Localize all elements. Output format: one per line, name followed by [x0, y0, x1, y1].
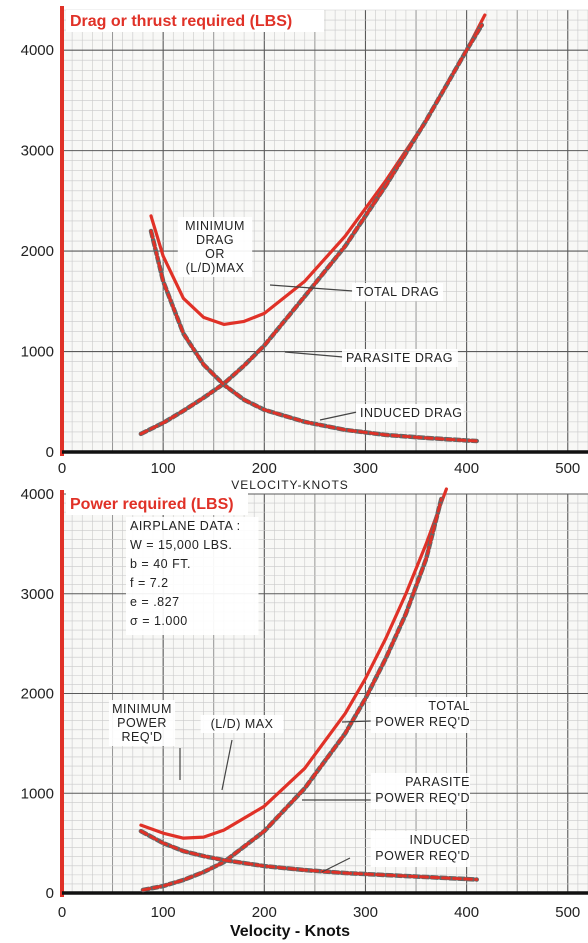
annotation-text: (L/D) MAX [211, 717, 274, 731]
annotation-text: POWER REQ'D [375, 715, 470, 729]
annotation-text: MINIMUM [185, 219, 245, 233]
x-tick-label: 0 [58, 460, 66, 477]
series-line-total-power-req-d [139, 487, 448, 840]
series-line-induced-power-req-d [139, 829, 479, 881]
x-tick-label: 0 [58, 904, 66, 921]
y-tick-label: 3000 [21, 143, 54, 160]
annotation-text: POWER [117, 716, 167, 730]
title-background [66, 493, 248, 515]
annotation-background [370, 773, 470, 809]
annotation-background [342, 349, 458, 367]
annotation-text: PARASITE [405, 775, 470, 789]
annotation-background [356, 404, 464, 422]
annotation-leader [221, 739, 233, 791]
annotation-background [352, 283, 443, 301]
title-background [66, 10, 324, 32]
y-tick-label: 0 [46, 444, 54, 461]
x-tick-label: 500 [555, 904, 580, 921]
x-tick-label: 400 [454, 904, 479, 921]
annotation-text: OR [205, 247, 225, 261]
annotation-text: POWER REQ'D [375, 791, 470, 805]
annotation-background [126, 517, 259, 635]
annotation-text: POWER REQ'D [375, 849, 470, 863]
y-tick-label: 2000 [21, 686, 54, 703]
y-tick-label: 4000 [21, 42, 54, 59]
annotation-text: DRAG [196, 233, 234, 247]
annotation-background [200, 715, 284, 733]
annotation-leader [284, 351, 344, 358]
chart-title: Drag or thrust required (LBS) [70, 13, 292, 30]
x-tick-label: 200 [252, 460, 277, 477]
y-tick-label: 3000 [21, 586, 54, 603]
annotation-text: AIRPLANE DATA : [130, 519, 241, 533]
x-tick-label: 300 [353, 460, 378, 477]
annotation-leader [269, 284, 354, 292]
annotation-background [108, 700, 176, 746]
x-tick-label: 500 [555, 460, 580, 477]
annotation-text: MINIMUM [112, 702, 172, 716]
chart-panel-2: 0 1000 2000 3000 4000 0 100 200 300 400 500 Velocit… [21, 486, 588, 940]
x-axis-label: Velocity - Knots [230, 923, 350, 940]
x-tick-label: 100 [151, 460, 176, 477]
chart-title: Power required (LBS) [70, 496, 234, 513]
annotation-leader [321, 857, 351, 873]
x-tick-label: 100 [151, 904, 176, 921]
annotation-text: PARASITE DRAG [346, 351, 453, 365]
annotation-text: (L/D)MAX [186, 261, 245, 275]
y-tick-label: 4000 [21, 486, 54, 503]
annotation-text: INDUCED [410, 833, 470, 847]
annotation-text: W = 15,000 LBS. [130, 538, 232, 552]
annotation-text: TOTAL DRAG [356, 285, 439, 299]
annotation-text: σ = 1.000 [130, 614, 188, 628]
annotation-text: INDUCED DRAG [360, 406, 463, 420]
annotation-text: f = 7.2 [130, 576, 169, 590]
x-tick-label: 400 [454, 460, 479, 477]
series-line-induced-drag [149, 229, 479, 443]
annotation-text: REQ'D [121, 730, 162, 744]
y-tick-label: 2000 [21, 243, 54, 260]
annotation-background [370, 831, 470, 867]
x-tick-label: 200 [252, 904, 277, 921]
annotation-background [177, 217, 253, 277]
y-tick-label: 1000 [21, 344, 54, 361]
x-axis-label: VELOCITY-KNOTS [231, 478, 349, 492]
chart-panel-1: 0 1000 2000 3000 4000 0 100 200 300 400 500 VELOCIT… [21, 6, 588, 492]
annotation-background [370, 697, 470, 733]
y-tick-label: 1000 [21, 785, 54, 802]
annotation-text: e = .827 [130, 595, 180, 609]
series-line-parasite-power-req-d [141, 497, 443, 892]
annotation-text: b = 40 FT. [130, 557, 191, 571]
annotation-leader [319, 411, 358, 421]
series-line-parasite-drag [139, 23, 484, 436]
y-tick-label: 0 [46, 885, 54, 902]
annotation-text: TOTAL [428, 699, 470, 713]
x-tick-label: 300 [353, 904, 378, 921]
